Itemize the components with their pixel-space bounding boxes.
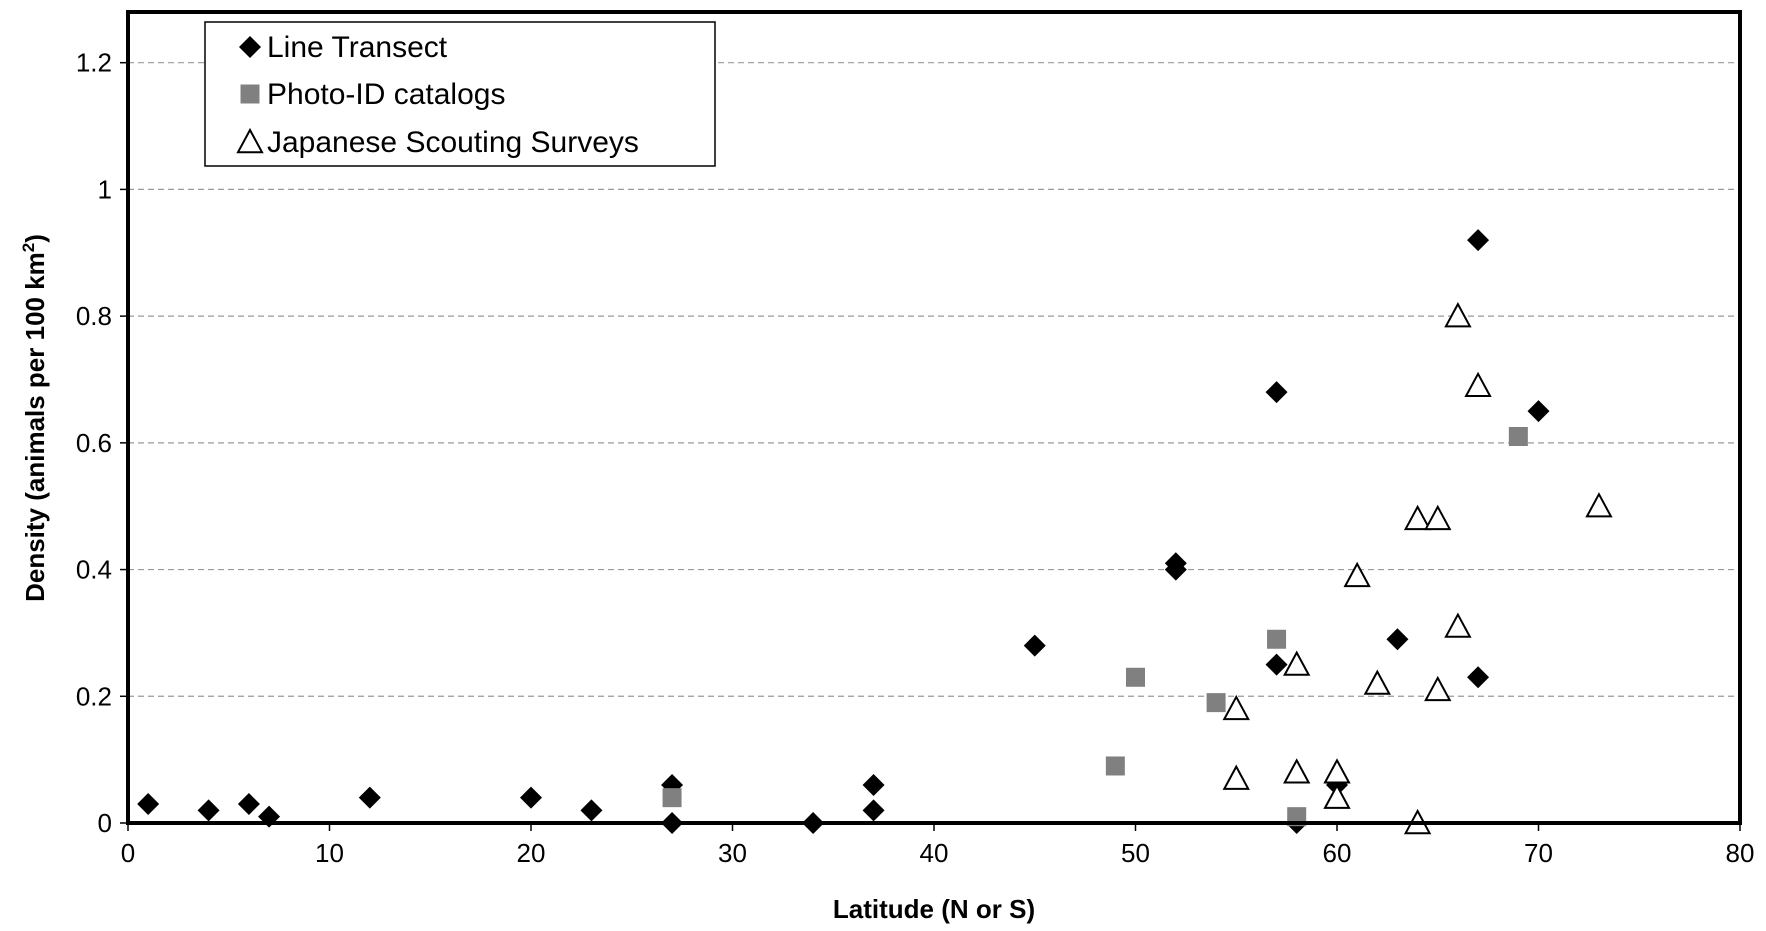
y-tick-label: 1 [98,174,112,204]
plot-area-border [126,10,1742,825]
japanese-scouting-surveys-point [1464,371,1492,398]
line-transect-point [137,792,160,815]
x-tick-label: 80 [1726,838,1755,868]
gridlines [128,62,1740,697]
japanese-scouting-surveys-point [1222,764,1250,790]
japanese-scouting-surveys-point [1283,758,1311,784]
photo-id-catalogs-point [1206,693,1226,713]
japanese-scouting-surveys-point [1444,302,1472,328]
y-tick-label: 0 [98,808,112,838]
line-transect-point [862,799,885,822]
japanese-scouting-surveys-point [1403,504,1432,531]
y-axis: 0 0.2 0.4 0.6 0.8 1 1.2 [76,48,128,838]
legend-box [204,21,716,167]
line-transect-point [1164,558,1187,581]
legend-marker-line-transect [239,36,261,58]
photo-id-catalogs-point [1267,629,1287,649]
photo-id-catalogs-point [1508,427,1528,447]
y-tick-label: 0.6 [76,428,112,458]
data-points [137,229,1613,835]
japanese-scouting-surveys-point [1323,758,1351,784]
japanese-scouting-surveys-point [1323,783,1351,809]
line-transect-point [1265,381,1288,404]
x-tick-label: 30 [718,838,747,868]
line-transect-point [580,799,603,822]
y-tick-label: 0.4 [76,555,112,585]
japanese-scouting-surveys-point [1424,504,1452,531]
x-tick-label: 70 [1524,838,1553,868]
line-transect-point [1527,400,1550,423]
photo-id-catalogs-point [1105,756,1125,776]
japanese-scouting-surveys-point [1343,561,1371,588]
legend-label-photo-id-catalogs: Photo-ID catalogs [267,78,505,111]
x-tick-label: 50 [1121,838,1150,868]
japanese-scouting-surveys-point [1363,669,1391,695]
japanese-scouting-surveys-point [1222,694,1250,721]
line-transect-point [358,786,381,809]
japanese-scouting-surveys-point [1283,650,1311,676]
x-axis-title: Latitude (N or S) [833,894,1035,924]
japanese-scouting-surveys-point [1424,675,1452,702]
line-transect-point [197,799,220,822]
photo-id-catalogs-point [1126,667,1145,687]
legend-label-japanese-scouting-surveys: Japanese Scouting Surveys [267,126,639,159]
y-axis-title-main: Density (animals per 100 km [20,252,50,602]
y-axis-title-superscript: 2 [19,243,38,252]
line-transect-point [520,786,542,809]
photo-id-catalogs-point [662,788,682,808]
x-tick-label: 20 [517,838,546,868]
line-transect-point [237,792,260,815]
y-axis-title: Density (animals per 100 km2) [19,234,50,602]
x-tick-label: 60 [1323,838,1352,868]
line-transect-point [1467,666,1490,689]
legend-marker-photo-id-catalogs [240,84,260,104]
line-transect-point [1023,634,1046,657]
line-transect-point [1386,628,1409,651]
legend: Line Transect Photo-ID catalogs Japanese S… [204,21,716,167]
y-tick-label: 0.2 [76,681,112,711]
japanese-scouting-surveys-point [1444,612,1472,638]
line-transect-point [862,773,885,796]
x-tick-label: 10 [315,838,344,868]
legend-label-line-transect: Line Transect [267,31,448,64]
line-transect-point [1467,229,1490,252]
x-axis: 0 10 20 30 40 50 60 70 80 [121,823,1755,868]
y-tick-label: 0.8 [76,301,112,331]
legend-marker-japanese-scouting-surveys [236,127,264,154]
japanese-scouting-surveys-point [1585,492,1613,518]
line-transect-point [1265,653,1288,676]
x-tick-label: 0 [121,838,135,868]
y-axis-title-end: ) [20,234,50,243]
y-tick-label: 1.2 [76,48,112,78]
x-tick-label: 40 [920,838,949,868]
